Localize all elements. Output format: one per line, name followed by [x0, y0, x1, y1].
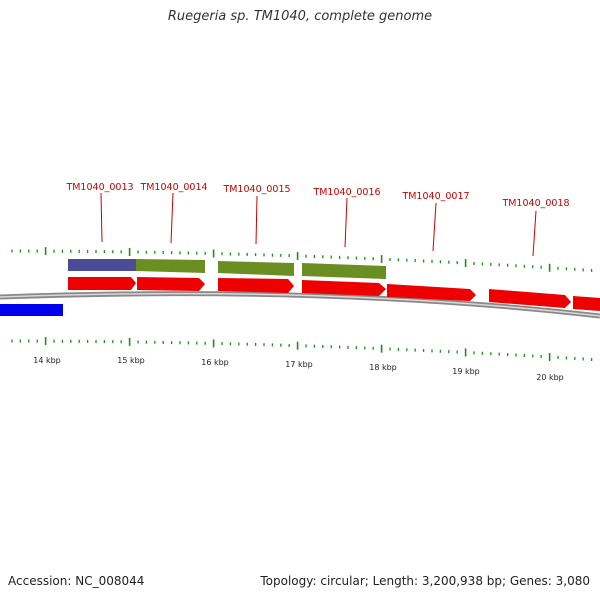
- cog-bar-tm1040-0013[interactable]: [68, 259, 136, 271]
- gene-label-group: TM1040_0013 TM1040_0014 TM1040_0015 TM10…: [65, 182, 570, 257]
- kbp-label: 16 kbp: [201, 358, 229, 367]
- cds-track: [68, 277, 600, 311]
- gene-label: TM1040_0014: [139, 182, 207, 193]
- gene-label: TM1040_0016: [312, 187, 380, 198]
- genome-summary-text: Topology: circular; Length: 3,200,938 bp…: [260, 574, 590, 588]
- lower-tick-ring: [11, 337, 593, 361]
- kbp-label: 14 kbp: [33, 356, 61, 365]
- leader-line: [432, 202, 437, 252]
- gene-label: TM1040_0017: [401, 191, 469, 202]
- kbp-scale: 14 kbp 15 kbp 16 kbp 17 kbp 18 kbp 19 kb…: [33, 356, 564, 382]
- cog-bar-tm1040-0015[interactable]: [218, 261, 294, 276]
- cds-arrow-tm1040-0015[interactable]: [218, 278, 294, 293]
- cog-bar-tm1040-0016[interactable]: [302, 263, 386, 279]
- kbp-label: 18 kbp: [369, 363, 397, 372]
- cds-arrow-tm1040-0014[interactable]: [137, 277, 205, 291]
- leader-line: [100, 192, 103, 243]
- gene-label: TM1040_0015: [222, 184, 290, 195]
- cds-arrow-tm1040-0017[interactable]: [387, 284, 476, 301]
- map-title: Ruegeria sp. TM1040, complete genome: [167, 9, 433, 24]
- cds-arrow-tm1040-0016[interactable]: [302, 280, 386, 296]
- reverse-strand-gene[interactable]: [0, 304, 63, 316]
- accession-text: Accession: NC_008044: [8, 574, 145, 588]
- upper-tick-ring: [11, 247, 593, 272]
- genome-backbone-highlight: [0, 292, 600, 317]
- cog-track: [68, 259, 386, 279]
- cds-arrow-tm1040-0013[interactable]: [68, 277, 136, 290]
- kbp-label: 20 kbp: [536, 373, 564, 382]
- kbp-label: 17 kbp: [285, 360, 313, 369]
- cog-bar-tm1040-0014[interactable]: [136, 259, 205, 273]
- cds-arrow-tm1040-0018[interactable]: [489, 289, 571, 308]
- leader-line: [255, 195, 258, 245]
- gene-label: TM1040_0018: [501, 198, 569, 209]
- gene-label: TM1040_0013: [65, 182, 133, 193]
- kbp-label: 15 kbp: [117, 356, 145, 365]
- leader-line: [344, 197, 348, 248]
- leader-line: [170, 192, 174, 244]
- cds-arrow-next[interactable]: [573, 296, 600, 311]
- kbp-label: 19 kbp: [452, 367, 480, 376]
- leader-line: [532, 210, 537, 257]
